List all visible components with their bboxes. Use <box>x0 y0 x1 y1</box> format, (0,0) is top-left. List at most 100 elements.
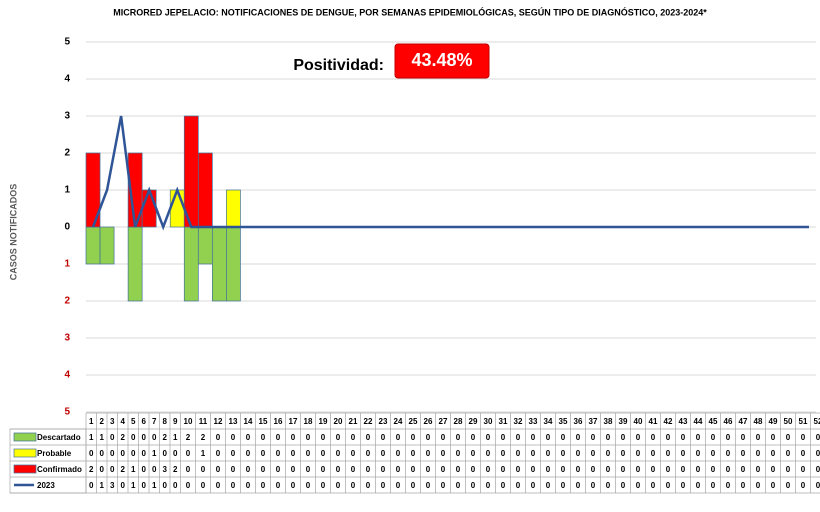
table-value: 0 <box>801 481 806 490</box>
x-tick-label: 2 <box>100 417 105 426</box>
table-value: 0 <box>246 433 251 442</box>
table-value: 0 <box>216 433 221 442</box>
table-value: 0 <box>606 481 611 490</box>
y-tick-label: 4 <box>64 370 70 381</box>
legend-label: Probable <box>37 449 72 458</box>
x-tick-label: 40 <box>634 417 643 426</box>
table-value: 0 <box>741 465 746 474</box>
table-value: 0 <box>396 481 401 490</box>
x-tick-label: 52 <box>814 417 820 426</box>
x-tick-label: 9 <box>173 417 178 426</box>
x-tick-label: 5 <box>131 417 136 426</box>
table-value: 0 <box>142 481 147 490</box>
x-tick-label: 39 <box>619 417 628 426</box>
table-value: 0 <box>231 465 236 474</box>
bar <box>197 152 213 228</box>
table-value: 0 <box>131 433 136 442</box>
bar <box>141 189 157 228</box>
table-value: 0 <box>741 433 746 442</box>
table-value: 0 <box>426 449 431 458</box>
table-value: 0 <box>366 465 371 474</box>
y-tick-label: 3 <box>64 333 70 344</box>
table-value: 0 <box>681 433 686 442</box>
table-value: 0 <box>216 449 221 458</box>
legend-swatch <box>13 464 37 474</box>
table-value: 0 <box>696 481 701 490</box>
table-value: 0 <box>426 481 431 490</box>
table-value: 0 <box>486 433 491 442</box>
table-value: 0 <box>351 481 356 490</box>
table-value: 1 <box>100 481 105 490</box>
table-value: 0 <box>756 433 761 442</box>
x-tick-label: 24 <box>394 417 403 426</box>
table-value: 0 <box>786 449 791 458</box>
table-value: 0 <box>666 433 671 442</box>
x-tick-label: 32 <box>514 417 523 426</box>
table-value: 0 <box>546 481 551 490</box>
table-value: 0 <box>726 481 731 490</box>
table-value: 0 <box>321 449 326 458</box>
table-value: 0 <box>306 449 311 458</box>
x-tick-label: 23 <box>379 417 388 426</box>
table-value: 0 <box>276 433 281 442</box>
x-tick-label: 20 <box>334 417 343 426</box>
table-value: 0 <box>110 449 115 458</box>
table-value: 0 <box>381 433 386 442</box>
table-value: 0 <box>801 465 806 474</box>
table-value: 0 <box>741 449 746 458</box>
table-value: 0 <box>261 465 266 474</box>
table-value: 0 <box>696 449 701 458</box>
y-tick-label: 5 <box>64 407 70 418</box>
table-value: 0 <box>651 433 656 442</box>
table-value: 0 <box>100 449 105 458</box>
table-value: 0 <box>231 449 236 458</box>
table-value: 0 <box>142 465 147 474</box>
table-value: 0 <box>741 481 746 490</box>
table-value: 0 <box>411 433 416 442</box>
x-tick-label: 15 <box>259 417 268 426</box>
table-value: 0 <box>381 465 386 474</box>
table-value: 0 <box>321 433 326 442</box>
table-value: 2 <box>121 465 126 474</box>
table-value: 0 <box>163 481 168 490</box>
x-tick-label: 21 <box>349 417 358 426</box>
table-value: 0 <box>366 433 371 442</box>
x-tick-label: 34 <box>544 417 553 426</box>
table-value: 0 <box>576 465 581 474</box>
table-value: 2 <box>163 433 168 442</box>
table-value: 0 <box>396 449 401 458</box>
table-value: 0 <box>231 481 236 490</box>
y-tick-label: 3 <box>64 111 70 122</box>
table-value: 0 <box>261 481 266 490</box>
table-value: 2 <box>186 433 191 442</box>
table-value: 2 <box>173 465 178 474</box>
table-value: 0 <box>711 481 716 490</box>
x-tick-label: 17 <box>289 417 298 426</box>
x-tick-label: 31 <box>499 417 508 426</box>
bar <box>183 226 199 302</box>
table-value: 0 <box>173 449 178 458</box>
y-tick-label: 1 <box>64 185 70 196</box>
table-value: 0 <box>276 465 281 474</box>
table-value: 0 <box>246 481 251 490</box>
table-value: 2 <box>201 433 206 442</box>
x-tick-label: 14 <box>244 417 253 426</box>
x-tick-label: 47 <box>739 417 748 426</box>
table-value: 0 <box>456 465 461 474</box>
table-value: 0 <box>786 465 791 474</box>
x-tick-label: 8 <box>163 417 168 426</box>
x-tick-label: 19 <box>319 417 328 426</box>
x-tick-label: 7 <box>152 417 157 426</box>
table-value: 0 <box>441 465 446 474</box>
table-value: 0 <box>771 465 776 474</box>
table-value: 0 <box>89 481 94 490</box>
table-value: 0 <box>531 449 536 458</box>
bar <box>197 226 213 265</box>
table-value: 1 <box>131 465 136 474</box>
table-value: 0 <box>321 465 326 474</box>
table-value: 0 <box>201 465 206 474</box>
x-tick-label: 51 <box>799 417 808 426</box>
x-tick-label: 50 <box>784 417 793 426</box>
table-value: 0 <box>366 481 371 490</box>
table-value: 0 <box>801 449 806 458</box>
